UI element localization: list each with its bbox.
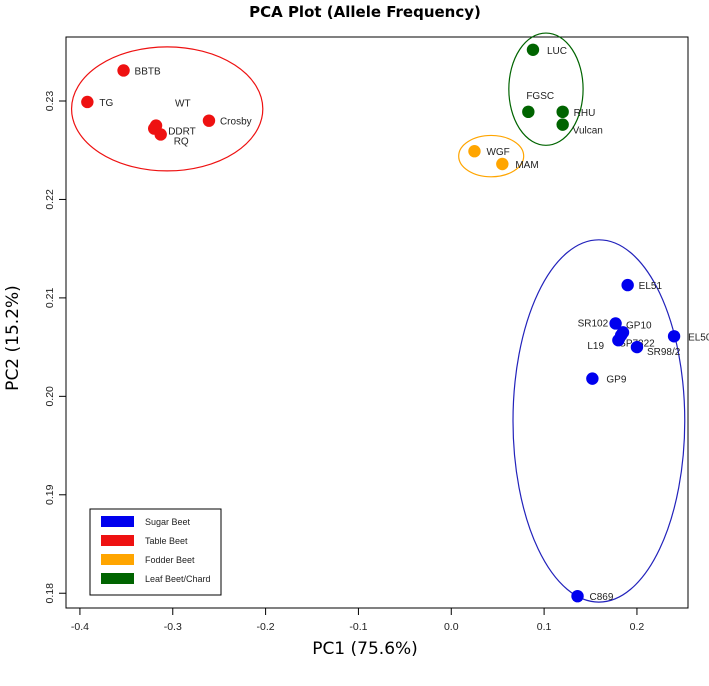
group-ellipse-table-beet bbox=[70, 46, 264, 172]
group-ellipses bbox=[70, 32, 686, 603]
y-tick-label: 0.18 bbox=[44, 583, 56, 604]
point-label-ddrt: DDRT bbox=[168, 127, 196, 138]
legend-swatch-leaf-beet-chard bbox=[101, 573, 134, 584]
x-tick-label: -0.1 bbox=[349, 621, 367, 633]
point-el50 bbox=[667, 330, 681, 343]
point-gp9 bbox=[586, 372, 599, 385]
point-luc bbox=[526, 43, 540, 56]
x-tick-label: -0.2 bbox=[257, 621, 275, 633]
point-label-sr98-2: SR98/2 bbox=[647, 347, 681, 358]
point-c869 bbox=[571, 589, 584, 603]
legend-swatch-fodder-beet bbox=[101, 554, 134, 565]
point-label-c869: C869 bbox=[590, 592, 614, 603]
y-tick-label: 0.21 bbox=[44, 288, 56, 309]
point-rq bbox=[154, 128, 167, 141]
point-label-vulcan: Vulcan bbox=[573, 126, 603, 137]
plot-frame bbox=[65, 36, 689, 609]
point-label-rq: RQ bbox=[174, 136, 189, 147]
point-el51 bbox=[621, 278, 634, 292]
y-tick-label: 0.19 bbox=[44, 484, 56, 505]
y-axis: 0.18 0.19 0.20 0.21 0.22 0.23 bbox=[44, 91, 66, 604]
point-bbtb bbox=[117, 64, 130, 77]
legend-swatch-sugar-beet bbox=[101, 516, 134, 527]
point-crosby bbox=[202, 114, 216, 127]
point-label-mam: MAM bbox=[515, 160, 538, 171]
point-label-gp10: GP10 bbox=[626, 320, 652, 331]
point-label-luc: LUC bbox=[547, 46, 567, 57]
data-points: EL51SR102GP10SP7322L19EL50SR98/2GP9C869B… bbox=[81, 43, 709, 603]
y-tick-label: 0.22 bbox=[44, 189, 56, 210]
point-vulcan bbox=[556, 118, 569, 131]
point-l19 bbox=[612, 334, 625, 347]
point-label-l19: L19 bbox=[587, 341, 604, 352]
point-fgsc bbox=[522, 105, 535, 119]
point-label-fgsc: FGSC bbox=[526, 91, 554, 102]
point-label-el50: EL50 bbox=[688, 332, 709, 343]
point-label-crosby: Crosby bbox=[220, 117, 252, 128]
legend-label-fodder-beet: Fodder Beet bbox=[145, 555, 195, 565]
x-tick-label: 0.0 bbox=[444, 621, 459, 633]
x-tick-label: 0.1 bbox=[537, 621, 552, 633]
group-ellipse-leaf-beet-chard bbox=[508, 32, 584, 146]
point-label-tg: TG bbox=[99, 98, 113, 109]
point-rhu bbox=[556, 105, 569, 119]
group-ellipse-sugar-beet bbox=[512, 239, 686, 603]
point-tg bbox=[81, 95, 94, 109]
chart-title: PCA Plot (Allele Frequency) bbox=[249, 3, 481, 21]
x-tick-label: -0.3 bbox=[164, 621, 182, 633]
point-sr102 bbox=[609, 317, 622, 330]
legend-label-leaf-beet-chard: Leaf Beet/Chard bbox=[145, 574, 211, 584]
point-label-el51: EL51 bbox=[639, 281, 663, 292]
legend-label-sugar-beet: Sugar Beet bbox=[145, 517, 191, 527]
legend-swatch-table-beet bbox=[101, 535, 134, 546]
x-axis: -0.4 -0.3 -0.2 -0.1 0.0 0.1 0.2 bbox=[71, 608, 645, 633]
point-mam bbox=[496, 157, 509, 171]
y-axis-title: PC2 (15.2%) bbox=[3, 285, 23, 391]
legend-label-table-beet: Table Beet bbox=[145, 536, 188, 546]
point-label-wgf: WGF bbox=[486, 147, 509, 158]
x-tick-label: 0.2 bbox=[630, 621, 645, 633]
point-sr98-2 bbox=[630, 340, 644, 354]
legend: Sugar Beet Table Beet Fodder Beet Leaf Beet… bbox=[89, 508, 222, 596]
y-tick-label: 0.20 bbox=[44, 386, 56, 407]
point-label-wt: WT bbox=[175, 99, 191, 110]
point-label-rhu: RHU bbox=[574, 108, 596, 119]
x-axis-title: PC1 (75.6%) bbox=[312, 639, 418, 659]
point-wgf bbox=[468, 145, 481, 158]
y-tick-label: 0.23 bbox=[44, 91, 56, 112]
point-label-gp9: GP9 bbox=[606, 375, 626, 386]
point-label-bbtb: BBTB bbox=[135, 66, 161, 77]
group-ellipse-fodder-beet bbox=[458, 134, 525, 178]
point-label-sr102: SR102 bbox=[578, 318, 609, 329]
x-tick-label: -0.4 bbox=[71, 621, 89, 633]
